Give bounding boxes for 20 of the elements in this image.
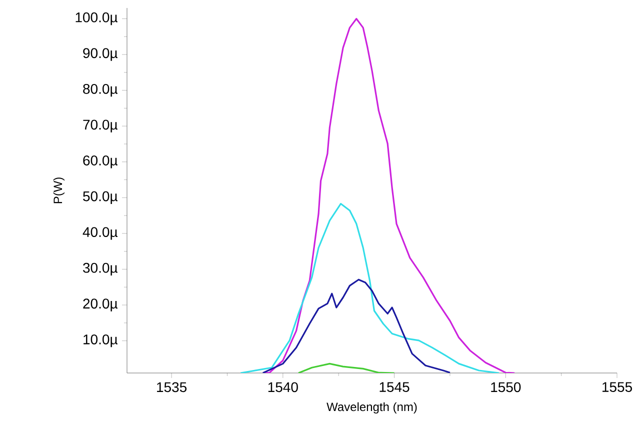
y-tick-label: 90.0µ (83, 48, 118, 61)
y-tick-label: 20.0µ (83, 298, 118, 312)
line-series (298, 362, 396, 373)
y-axis-title: P(W) (53, 178, 64, 204)
x-tick-label: 1545 (380, 382, 410, 392)
x-tick-label: 1555 (602, 382, 632, 392)
line-series (262, 278, 451, 373)
y-tick-label: 10.0µ (84, 334, 118, 348)
x-tick-label: 1550 (491, 382, 521, 392)
x-axis-title: Wavelength (nm) (326, 402, 417, 414)
y-tick-label: 100.0µ (76, 12, 118, 26)
y-tick-label: 80.0µ (83, 84, 118, 97)
y-tick-label: 50.0µ (83, 191, 118, 204)
x-tick-label: 1535 (157, 382, 187, 392)
x-tick-label: 1540 (268, 382, 298, 392)
y-tick-label: 30.0µ (83, 262, 118, 276)
line-series (240, 202, 500, 373)
y-tick-label: 40.0µ (82, 227, 118, 240)
y-tick-label: 60.0µ (83, 156, 118, 168)
y-tick-label: 70.0µ (83, 120, 118, 132)
